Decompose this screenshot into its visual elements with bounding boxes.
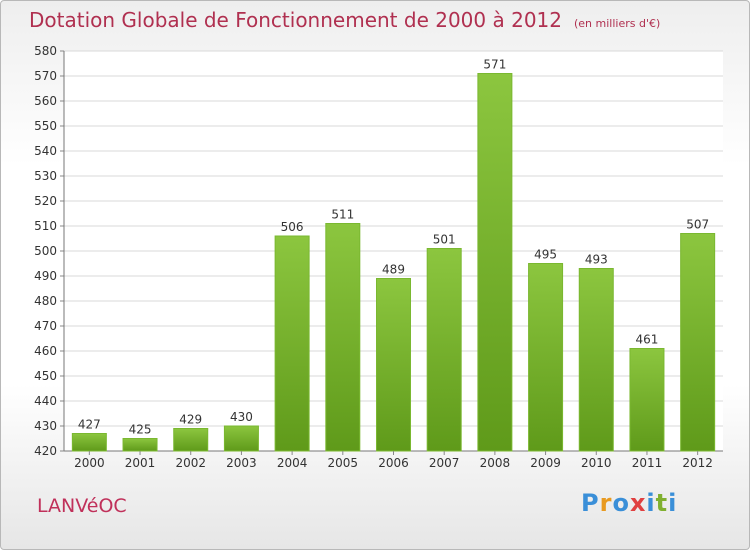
x-tick-label: 2009: [530, 456, 561, 470]
data-label: 507: [686, 218, 709, 232]
bar: [629, 348, 665, 452]
x-tick-label: 2006: [378, 456, 409, 470]
chart-title: Dotation Globale de Fonctionnement de 20…: [29, 8, 660, 32]
x-tick-label: 2007: [429, 456, 460, 470]
logo-letter: o: [612, 489, 630, 517]
chart-subtitle: (en milliers d'€): [574, 17, 661, 30]
data-label: 506: [281, 220, 304, 234]
commune-name: LANVéOC: [37, 495, 127, 517]
bar: [325, 223, 361, 452]
logo-letter: i: [668, 489, 678, 517]
y-tick-label: 560: [34, 94, 57, 108]
data-label: 427: [78, 418, 101, 432]
bar: [477, 73, 513, 452]
y-tick-label: 420: [34, 444, 57, 458]
y-tick-label: 450: [34, 369, 57, 383]
x-tick-label: 2008: [480, 456, 511, 470]
data-label: 430: [230, 410, 253, 424]
logo-letter: P: [581, 489, 600, 517]
y-tick-label: 460: [34, 344, 57, 358]
bar: [680, 233, 716, 452]
bar: [274, 235, 310, 452]
x-tick-label: 2012: [682, 456, 713, 470]
x-tick-label: 2002: [175, 456, 206, 470]
x-tick-label: 2001: [125, 456, 156, 470]
x-tick-label: 2003: [226, 456, 257, 470]
logo-letter: i: [646, 489, 656, 517]
y-tick-label: 490: [34, 269, 57, 283]
y-tick-label: 520: [34, 194, 57, 208]
y-tick-label: 470: [34, 319, 57, 333]
data-label: 461: [636, 333, 659, 347]
bar: [173, 428, 209, 452]
y-tick-label: 480: [34, 294, 57, 308]
data-label: 495: [534, 248, 557, 262]
y-tick-label: 430: [34, 419, 57, 433]
bar: [528, 263, 564, 452]
logo-letter: t: [655, 489, 669, 517]
y-tick-label: 440: [34, 394, 57, 408]
bar: [426, 248, 462, 452]
data-label: 501: [433, 233, 456, 247]
proxiti-logo: Proxiti: [581, 489, 677, 517]
x-tick-label: 2005: [328, 456, 359, 470]
data-label: 511: [331, 208, 354, 222]
data-label: 571: [483, 58, 506, 72]
y-tick-label: 540: [34, 144, 57, 158]
x-tick-label: 2004: [277, 456, 308, 470]
bar: [223, 425, 259, 452]
bar: [122, 438, 158, 452]
data-label: 489: [382, 263, 405, 277]
data-label: 493: [585, 253, 608, 267]
y-tick-label: 530: [34, 169, 57, 183]
bar: [376, 278, 411, 452]
y-tick-label: 580: [34, 44, 57, 58]
bar: [71, 433, 107, 452]
bar: [578, 268, 614, 452]
logo-letter: x: [629, 489, 647, 517]
data-label: 429: [179, 413, 202, 427]
y-tick-label: 510: [34, 219, 57, 233]
logo-letter: r: [599, 489, 613, 517]
y-tick-label: 570: [34, 69, 57, 83]
data-label: 425: [129, 423, 152, 437]
x-tick-label: 2011: [632, 456, 663, 470]
y-tick-label: 500: [34, 244, 57, 258]
title-text: Dotation Globale de Fonctionnement de 20…: [29, 8, 562, 32]
y-tick-label: 550: [34, 119, 57, 133]
x-tick-label: 2000: [74, 456, 105, 470]
x-tick-label: 2010: [581, 456, 612, 470]
